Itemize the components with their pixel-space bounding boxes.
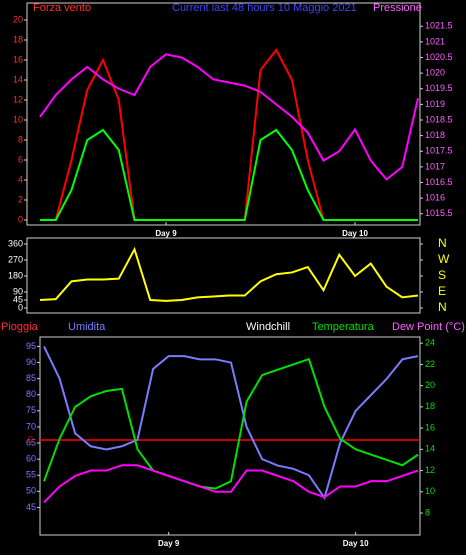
y-tick-label: 45 — [26, 502, 36, 512]
y2-tick-label: 22 — [425, 359, 435, 369]
rain-tick-label: 0 — [28, 434, 33, 444]
y2-tick-label: 1018 — [425, 130, 445, 140]
legend-label: Temperatura — [312, 321, 375, 333]
y-tick-label: 90 — [26, 357, 36, 367]
y-tick-label: 50 — [26, 486, 36, 496]
y-tick-label: 70 — [26, 421, 36, 431]
y2-tick-label: 1015.5 — [425, 208, 453, 218]
y-tick-label: 55 — [26, 470, 36, 480]
y2-tick-label: 14 — [425, 444, 435, 454]
y2-tick-label: 24 — [425, 338, 435, 348]
series-line — [40, 128, 418, 221]
y-tick-label: 20 — [13, 14, 23, 24]
legend-label: Windchill — [246, 321, 290, 333]
y-tick-label: 0 — [18, 302, 23, 312]
y2-tick-label: 1020 — [425, 68, 445, 78]
legend-label: Umidita — [68, 321, 106, 333]
y2-tick-label: 20 — [425, 380, 435, 390]
series-line — [39, 53, 419, 181]
y-tick-label: 85 — [26, 373, 36, 383]
chart-title: Current last 48 hours 10 Maggio 2021 — [172, 2, 357, 14]
y-tick-label: 360 — [8, 238, 23, 248]
y-tick-label: 18 — [13, 34, 23, 44]
y-tick-label: 60 — [26, 454, 36, 464]
x-tick-label: Day 10 — [343, 539, 369, 548]
y2-tick-label: 18 — [425, 401, 435, 411]
y2-tick-label: 16 — [425, 422, 435, 432]
y2-tick-label: 1020.5 — [425, 52, 453, 62]
y2-tick-label: 1019.5 — [425, 83, 453, 93]
y2-tick-label: S — [438, 268, 446, 282]
y2-tick-label: 1021 — [425, 36, 445, 46]
series-line — [43, 346, 419, 501]
series-line — [39, 246, 419, 302]
y-tick-label: 180 — [8, 270, 23, 280]
y-tick-label: 75 — [26, 405, 36, 415]
y-tick-label: 16 — [13, 54, 23, 64]
y-tick-label: 6 — [18, 154, 23, 164]
x-tick-label: Day 9 — [155, 229, 177, 238]
y2-tick-label: 1019 — [425, 99, 445, 109]
y-tick-label: 90 — [13, 286, 23, 296]
plot-frame — [26, 237, 421, 314]
y-axis-title: Forza vento — [33, 2, 91, 14]
y2-tick-label: 8 — [425, 507, 430, 517]
y2-tick-label: 1016 — [425, 193, 445, 203]
y2-tick-label: 12 — [425, 465, 435, 475]
rain-label: Pioggia — [1, 321, 39, 333]
series-line — [43, 357, 419, 490]
y2-tick-label: 10 — [425, 486, 435, 496]
y-tick-label: 80 — [26, 389, 36, 399]
y-tick-label: 45 — [13, 294, 23, 304]
y2-tick-label: 1021.5 — [425, 21, 453, 31]
y2-axis-title: Pressione — [373, 2, 422, 14]
y-tick-label: 2 — [18, 194, 23, 204]
x-tick-label: Day 9 — [158, 539, 180, 548]
y2-tick-label: 1016.5 — [425, 177, 453, 187]
y-tick-label: 10 — [13, 114, 23, 124]
y-tick-label: 12 — [13, 94, 23, 104]
y-tick-label: 0 — [18, 214, 23, 224]
y-tick-label: 95 — [26, 341, 36, 351]
y-tick-label: 4 — [18, 174, 23, 184]
y-tick-label: 65 — [26, 437, 36, 447]
y2-tick-label: N — [438, 236, 447, 250]
y2-tick-label: 1018.5 — [425, 114, 453, 124]
y-tick-label: 14 — [13, 74, 23, 84]
y2-tick-label: 1017.5 — [425, 146, 453, 156]
y-tick-label: 8 — [18, 134, 23, 144]
y2-tick-label: 1017 — [425, 161, 445, 171]
series-line — [43, 464, 419, 504]
y2-tick-label: N — [438, 300, 447, 314]
legend-label: Dew Point (°C) — [392, 321, 465, 333]
plot-frame — [26, 2, 421, 226]
y-tick-label: 270 — [8, 254, 23, 264]
x-tick-label: Day 10 — [342, 229, 368, 238]
plot-frame — [39, 336, 421, 536]
y2-tick-label: E — [438, 284, 446, 298]
y2-tick-label: W — [438, 252, 450, 266]
